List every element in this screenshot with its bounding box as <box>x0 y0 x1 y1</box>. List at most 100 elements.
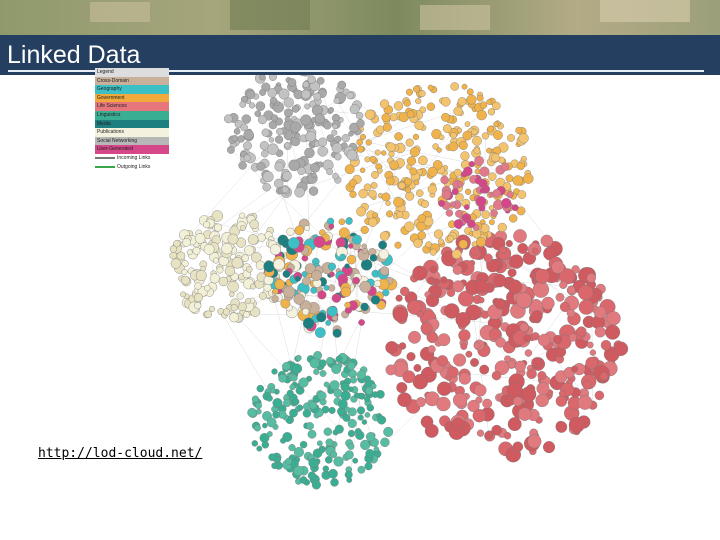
dataset-node <box>479 166 490 177</box>
dataset-node <box>534 268 550 284</box>
legend-title: Legend <box>95 68 169 77</box>
dataset-node <box>305 131 317 142</box>
dataset-node <box>314 327 326 339</box>
dataset-node <box>270 114 279 122</box>
dataset-node <box>266 417 277 428</box>
dataset-node <box>497 222 507 233</box>
dataset-node <box>341 133 350 143</box>
dataset-node <box>317 391 327 401</box>
dataset-node <box>224 265 236 277</box>
dataset-node <box>250 251 262 263</box>
dataset-node <box>180 275 190 285</box>
dataset-node <box>386 142 396 152</box>
dataset-node <box>487 125 495 133</box>
dataset-node <box>360 225 369 235</box>
dataset-node <box>474 156 484 166</box>
dataset-node <box>337 273 348 285</box>
dataset-node <box>231 135 239 142</box>
dataset-node <box>281 186 289 194</box>
dataset-node <box>222 308 230 316</box>
dataset-node <box>254 110 262 118</box>
dataset-node <box>292 398 300 406</box>
dataset-node <box>334 153 342 161</box>
dataset-node <box>515 126 523 134</box>
dataset-node <box>266 394 273 402</box>
dataset-node <box>274 278 286 290</box>
dataset-node <box>444 303 460 319</box>
dataset-node <box>465 188 472 195</box>
dataset-node <box>393 101 404 111</box>
dataset-node <box>516 206 526 216</box>
dataset-node <box>302 317 315 330</box>
link-line <box>299 121 387 231</box>
dataset-node <box>327 306 338 317</box>
dataset-node <box>452 392 468 408</box>
dataset-node <box>288 159 300 172</box>
dataset-node <box>309 358 320 369</box>
dataset-node <box>453 106 463 116</box>
dataset-node <box>492 101 501 111</box>
dataset-node <box>181 269 188 276</box>
dataset-node <box>447 366 459 378</box>
dataset-node <box>269 387 276 394</box>
dataset-node <box>301 271 308 278</box>
dataset-node <box>329 380 340 391</box>
dataset-node <box>338 218 346 226</box>
dataset-node <box>475 237 486 247</box>
dataset-node <box>352 276 360 285</box>
dataset-node <box>365 449 375 459</box>
dataset-node <box>413 238 423 248</box>
source-link[interactable]: http://lod-cloud.net/ <box>38 446 203 461</box>
dataset-node <box>365 432 376 442</box>
dataset-node <box>426 331 438 343</box>
dataset-node <box>460 151 470 161</box>
dataset-node <box>368 217 378 227</box>
dataset-node <box>473 147 481 155</box>
dataset-node <box>436 355 449 367</box>
dataset-node <box>349 190 357 199</box>
dataset-node <box>340 286 352 298</box>
dataset-node <box>414 120 424 130</box>
dataset-node <box>324 455 333 464</box>
dataset-node <box>491 424 503 436</box>
dataset-node <box>271 368 278 375</box>
dataset-node <box>328 262 337 271</box>
dataset-node <box>340 390 351 401</box>
dataset-node <box>594 306 607 319</box>
dataset-node <box>331 364 342 375</box>
dataset-node <box>344 406 351 413</box>
dataset-node <box>386 210 394 218</box>
dataset-node <box>486 98 493 105</box>
legend-item: Social Networking <box>95 136 169 146</box>
dataset-node <box>412 85 420 93</box>
dataset-node <box>438 199 446 207</box>
dataset-node <box>432 143 439 150</box>
dataset-node <box>406 156 417 166</box>
dataset-node <box>465 350 473 358</box>
dataset-node <box>415 397 426 408</box>
dataset-node <box>479 364 490 375</box>
dataset-node <box>194 282 202 290</box>
dataset-node <box>409 167 418 176</box>
dataset-node <box>427 345 436 354</box>
dataset-node <box>452 280 465 293</box>
dataset-node <box>244 245 255 256</box>
dataset-node <box>385 341 399 354</box>
dataset-node <box>227 281 239 293</box>
dataset-node <box>356 145 365 153</box>
dataset-node <box>268 75 277 81</box>
legend-item: Media <box>95 119 169 129</box>
dataset-node <box>600 340 612 351</box>
legend-item: User-Generated <box>95 145 169 154</box>
dataset-node <box>481 132 490 140</box>
dataset-node <box>357 465 366 474</box>
dataset-node <box>589 349 597 356</box>
dataset-node <box>326 134 335 143</box>
dataset-node <box>516 161 525 171</box>
dataset-node <box>559 280 568 289</box>
dataset-node <box>353 392 360 399</box>
dataset-node <box>599 372 609 381</box>
dataset-node <box>440 96 451 107</box>
dataset-node <box>333 97 340 104</box>
dataset-node <box>425 293 440 308</box>
